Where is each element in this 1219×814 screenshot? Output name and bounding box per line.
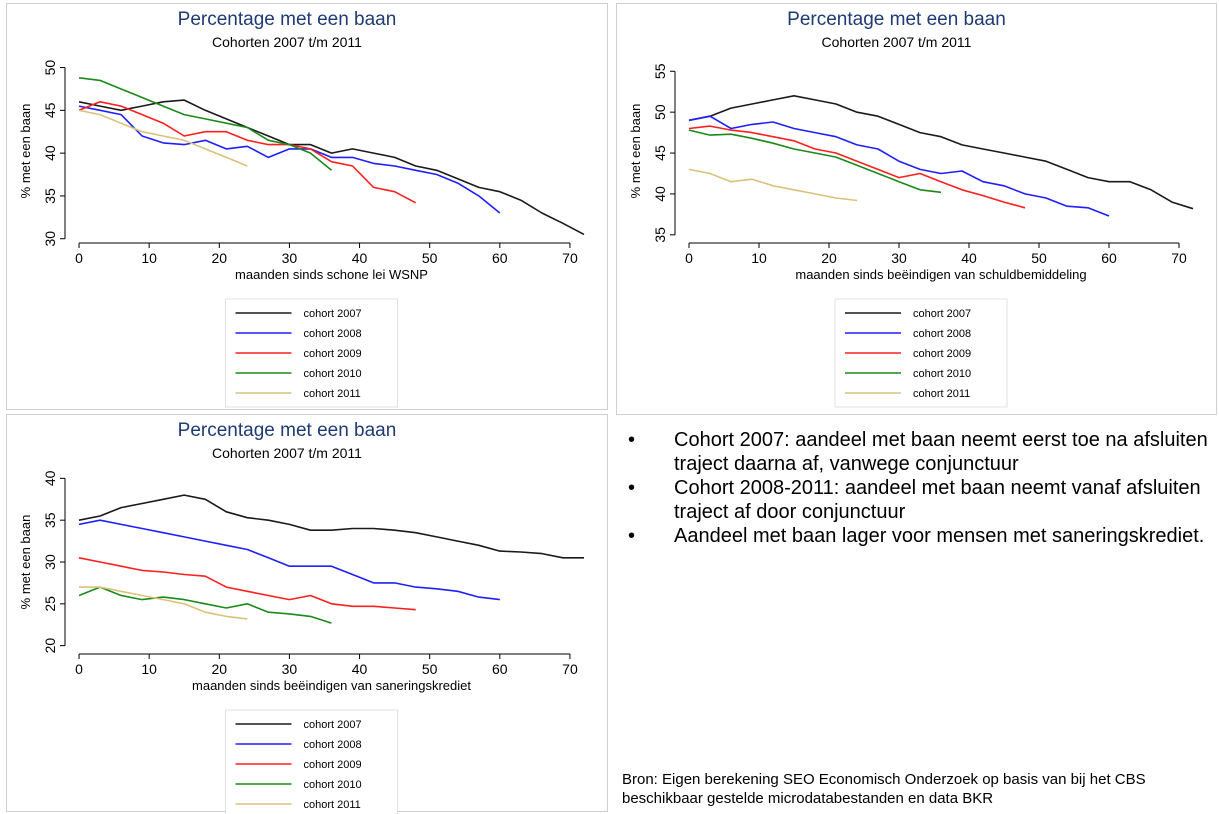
chart-panel: Percentage met een baan Cohorten 2007 t/m… <box>616 3 1217 415</box>
series-line <box>78 99 585 236</box>
y-tick-label: 55 <box>652 63 668 79</box>
series-line <box>79 586 248 620</box>
chart-title: Percentage met een baan <box>178 9 397 30</box>
series-line <box>78 101 417 204</box>
legend-label: cohort 2011 <box>304 799 361 811</box>
x-axis-label: maanden sinds beëindigen van schuldbemid… <box>795 267 1086 282</box>
legend-label: cohort 2007 <box>304 719 362 731</box>
series-line <box>688 95 1194 210</box>
legend-label: cohort 2011 <box>913 388 970 400</box>
x-tick-label: 0 <box>685 250 693 266</box>
x-tick-label: 20 <box>212 250 228 266</box>
y-tick-label: 40 <box>42 145 58 161</box>
series-line <box>688 168 858 202</box>
legend-label: cohort 2008 <box>304 739 362 751</box>
legend-label: cohort 2008 <box>304 328 362 340</box>
series-line <box>78 519 500 601</box>
legend-label: cohort 2007 <box>304 308 362 320</box>
x-tick-label: 60 <box>492 661 508 677</box>
legend-label: cohort 2010 <box>304 779 362 791</box>
y-tick-label: 45 <box>42 102 58 118</box>
x-tick-label: 30 <box>282 661 298 677</box>
y-axis-label: % met een baan <box>18 515 33 610</box>
x-tick-label: 50 <box>422 661 438 677</box>
bullet: Cohort 2007: aandeel met baan neemt eers… <box>628 428 1213 476</box>
legend-label: cohort 2010 <box>304 368 362 380</box>
y-tick-label: 40 <box>652 186 668 202</box>
source-note: Bron: Eigen berekening SEO Economisch On… <box>622 771 1146 807</box>
series-line <box>78 77 333 171</box>
chart-title: Percentage met een baan <box>787 9 1006 30</box>
x-tick-label: 30 <box>282 250 298 266</box>
x-tick-label: 10 <box>141 250 157 266</box>
y-tick-label: 20 <box>42 638 58 654</box>
legend-label: cohort 2009 <box>304 348 362 360</box>
legend-label: cohort 2011 <box>304 388 361 400</box>
chart-subtitle: Cohorten 2007 t/m 2011 <box>212 445 362 461</box>
x-tick-label: 50 <box>422 250 438 266</box>
y-tick-label: 30 <box>42 231 58 247</box>
legend-label: cohort 2007 <box>913 308 971 320</box>
bullet: Aandeel met baan lager voor mensen met s… <box>628 524 1213 548</box>
chart-panel: Percentage met een baan Cohorten 2007 t/m… <box>6 3 608 410</box>
x-tick-label: 40 <box>352 661 368 677</box>
x-tick-label: 60 <box>492 250 508 266</box>
x-tick-label: 10 <box>751 250 767 266</box>
legend-label: cohort 2009 <box>304 759 362 771</box>
x-tick-label: 20 <box>212 661 228 677</box>
y-tick-label: 35 <box>652 227 668 243</box>
y-tick-label: 35 <box>42 188 58 204</box>
series-line <box>78 494 584 559</box>
series-line <box>78 586 332 624</box>
y-tick-label: 30 <box>42 554 58 570</box>
y-tick-label: 45 <box>652 145 668 161</box>
x-axis-label: maanden sinds schone lei WSNP <box>235 267 428 282</box>
x-tick-label: 10 <box>141 661 157 677</box>
legend-box <box>225 709 398 814</box>
x-axis-label: maanden sinds beëindigen van saneringskr… <box>192 678 471 693</box>
y-tick-label: 50 <box>42 60 58 76</box>
legend-label: cohort 2008 <box>913 328 971 340</box>
y-tick-label: 40 <box>42 470 58 486</box>
legend-label: cohort 2009 <box>913 348 971 360</box>
series-line <box>688 125 1026 209</box>
x-tick-label: 0 <box>75 250 83 266</box>
series-line <box>78 109 248 167</box>
series-line <box>78 105 501 214</box>
y-axis-label: % met een baan <box>18 104 33 199</box>
legend-label: cohort 2010 <box>913 368 971 380</box>
x-tick-label: 60 <box>1101 250 1117 266</box>
x-tick-label: 0 <box>75 661 83 677</box>
chart-subtitle: Cohorten 2007 t/m 2011 <box>212 34 362 50</box>
x-tick-label: 40 <box>352 250 368 266</box>
x-tick-label: 70 <box>1171 250 1187 266</box>
y-axis-label: % met een baan <box>628 104 643 199</box>
y-tick-label: 35 <box>42 512 58 528</box>
x-tick-label: 30 <box>891 250 907 266</box>
bullet-list: Cohort 2007: aandeel met baan neemt eers… <box>628 428 1213 548</box>
chart-subtitle: Cohorten 2007 t/m 2011 <box>822 34 972 50</box>
chart-panel: Percentage met een baan Cohorten 2007 t/m… <box>6 414 608 814</box>
x-tick-label: 50 <box>1031 250 1047 266</box>
y-tick-label: 25 <box>42 596 58 612</box>
series-line <box>688 129 942 194</box>
x-tick-label: 70 <box>562 661 578 677</box>
bullet: Cohort 2008-2011: aandeel met baan neemt… <box>628 476 1213 524</box>
x-tick-label: 40 <box>961 250 977 266</box>
series-line <box>688 115 1110 217</box>
x-tick-label: 20 <box>821 250 837 266</box>
series-line <box>78 557 416 611</box>
x-tick-label: 70 <box>562 250 578 266</box>
chart-title: Percentage met een baan <box>178 420 397 441</box>
y-tick-label: 50 <box>652 104 668 120</box>
